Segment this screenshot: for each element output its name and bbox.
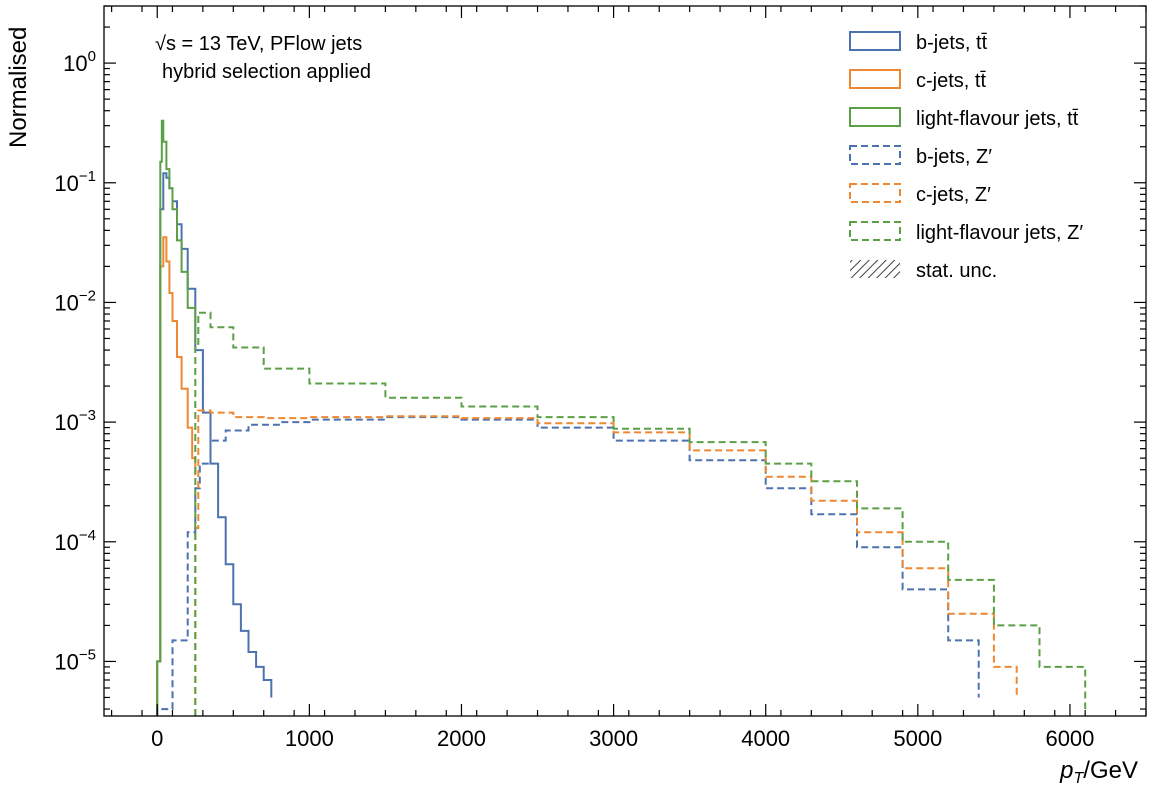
plot-frame [103,5,1147,717]
series-line-3 [156,416,980,716]
legend-label: stat. unc. [916,260,997,282]
legend-swatch [849,183,901,203]
y-tick-label: 100 [63,48,96,76]
x-tick-label: 5000 [893,726,942,751]
legend-swatch [849,145,901,165]
x-tick-label: 4000 [741,726,790,751]
ticks-layer: 0 1000 2000 3000 4000 5000 6000 100 10−1 10−2 10−3… [54,5,1147,751]
y-tick-label: 10−4 [54,527,96,555]
series-line-2 [156,119,197,716]
x-tick-label: 0 [151,726,163,751]
series-line-5 [194,311,1087,716]
x-tick-label: 2000 [437,726,486,751]
x-axis-label-subscript: T [1074,770,1085,787]
series-line-1 [156,236,197,716]
x-axis-label: pT/GeV [1059,757,1138,787]
y-tick-label: 10−2 [54,287,96,315]
legend: b-jets, tt̄ c-jets, tt̄ light-flavour jets… [849,31,1083,282]
x-axis-label-var: p [1059,757,1073,784]
legend-swatch [849,107,901,127]
series-line-4 [194,409,1018,716]
legend-label: light-flavour jets, tt̄ [916,108,1079,130]
y-tick-label: 10−1 [54,168,96,196]
legend-label: c-jets, tt̄ [916,70,986,92]
legend-swatch [849,69,901,89]
x-tick-label: 3000 [589,726,638,751]
series-layer [156,119,1087,716]
x-tick-label: 6000 [1045,726,1094,751]
legend-swatch [849,221,901,241]
legend-swatch [849,31,901,51]
legend-label: b-jets, tt̄ [916,32,988,54]
y-tick-label: 10−5 [54,646,96,674]
x-tick-label: 1000 [285,726,334,751]
legend-label: b-jets, Z′ [916,146,992,168]
legend-label: light-flavour jets, Z′ [916,222,1083,244]
legend-swatch [850,260,900,278]
series-line-0 [156,172,273,716]
legend-label: c-jets, Z′ [916,184,991,206]
annotation-line-1: √s = 13 TeV, PFlow jets [155,33,362,55]
annotation-line-2: hybrid selection applied [162,61,371,83]
x-axis-label-unit: /GeV [1083,757,1138,784]
y-axis-label: Normalised [5,27,32,148]
y-tick-label: 10−3 [54,407,96,435]
